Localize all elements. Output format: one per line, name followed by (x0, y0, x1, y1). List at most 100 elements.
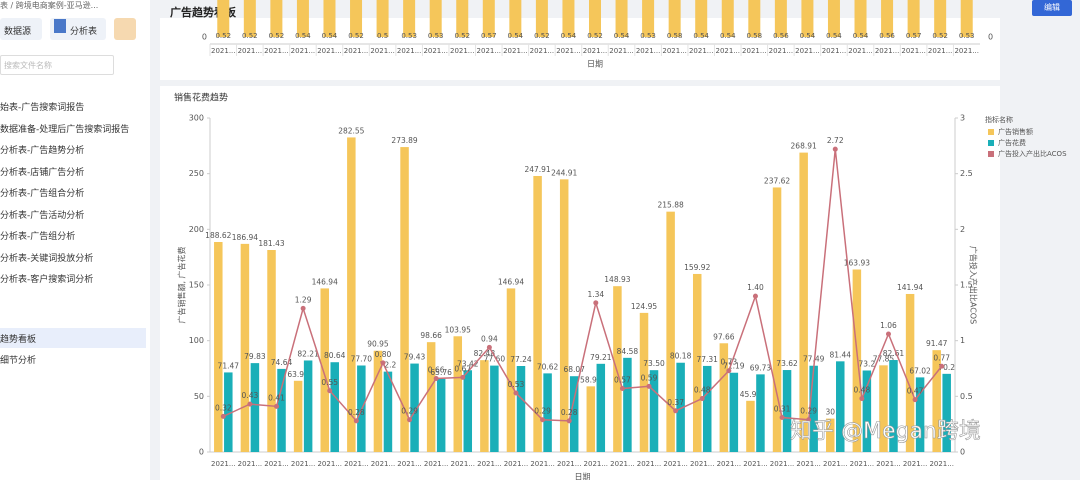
x-tick-label: 2021... (477, 460, 502, 468)
value-label: 77.85 (873, 354, 895, 363)
value-label: 0.32 (215, 403, 232, 412)
value-label: 0.29 (800, 407, 817, 416)
watermark: 知乎 @Megan跨境 (790, 419, 981, 444)
x-tick-label: 2021... (690, 460, 715, 468)
y2-tick-label: 3 (960, 114, 965, 123)
menu-item[interactable]: 始表-广告搜索词报告 (0, 103, 85, 113)
x-tick-label: 2021... (370, 47, 395, 55)
value-label: 0.29 (401, 407, 418, 416)
bar (613, 286, 622, 452)
x-tick-label: 2021... (584, 460, 609, 468)
value-label: 0.41 (268, 393, 285, 402)
y-tick-label: 100 (189, 336, 204, 345)
point (353, 418, 359, 424)
x-tick-label: 2021... (609, 47, 634, 55)
icon[interactable] (114, 18, 136, 40)
point (460, 374, 466, 380)
y2-tick-label: 0 (988, 33, 993, 42)
bar (516, 366, 526, 452)
value-label: 73.62 (776, 359, 798, 368)
value-label: 0.53 (428, 32, 444, 40)
value-label: 0.57 (614, 376, 631, 385)
y2-tick-label: 1.5 (960, 281, 973, 290)
value-label: 73.2 (859, 360, 876, 369)
x-tick-label: 2021... (264, 47, 289, 55)
menu-item[interactable]: 分析表-广告组合分析 (0, 189, 85, 199)
value-label: 0.52 (215, 32, 231, 40)
point (779, 414, 785, 420)
bar (589, 0, 601, 38)
menu-item[interactable]: 细节分析 (0, 356, 37, 366)
btn[interactable]: 分析表 (50, 18, 106, 40)
value-label: 0.73 (720, 358, 737, 367)
value-label: 79.83 (244, 352, 266, 361)
y-tick-label: 200 (189, 225, 204, 234)
value-label: 0.77 (933, 353, 950, 362)
menu-item[interactable]: 数据准备-处理后广告搜索词报告 (0, 124, 130, 135)
value-label: 0.54 (693, 32, 709, 40)
x-tick-label: 2021... (371, 460, 396, 468)
sidebar: 表 / 跨境电商案例-亚马逊... 数据源 分析表 搜索文件名称 始表-广告搜索… (0, 0, 150, 480)
x-tick-label: 2021... (954, 47, 979, 55)
bar (320, 288, 329, 452)
value-label: 68.07 (563, 365, 585, 374)
x-tick-label: 2021... (583, 47, 608, 55)
bar (729, 372, 739, 452)
menu-item[interactable]: 分析表-客户搜索词分析 (0, 275, 94, 285)
menu-item[interactable]: 分析表-广告组分析 (0, 232, 76, 242)
edit-button[interactable]: 编辑 (1032, 0, 1072, 16)
menu-item[interactable]: 趋势看板 (0, 335, 37, 345)
x-tick-label: 2021... (770, 460, 795, 468)
value-label: 73.42 (457, 359, 479, 368)
bar (224, 372, 233, 452)
bar (668, 0, 681, 37)
bar (695, 0, 708, 37)
bar (649, 370, 659, 452)
legend-label: 广告投入产出比ACOS (998, 149, 1067, 158)
bar (666, 211, 675, 452)
bar (214, 242, 223, 452)
value-label: 69.73 (750, 363, 772, 372)
bar (243, 0, 256, 38)
x-tick-label: 2021... (238, 460, 263, 468)
menu-item[interactable]: 分析表-广告活动分析 (0, 210, 85, 221)
y-tick-label: 50 (194, 392, 204, 401)
value-label: 58.97 (580, 375, 602, 384)
point (220, 413, 226, 419)
chart-title: 销售花费趋势 (174, 92, 228, 104)
x-tick-label: 2021... (929, 460, 954, 468)
bar (746, 400, 755, 452)
x-tick-label: 2021... (238, 47, 263, 55)
btn[interactable]: 数据源 (0, 18, 42, 40)
edit-text: 编辑 (1044, 3, 1060, 12)
value-label: 90.95 (367, 340, 389, 349)
menu-item[interactable]: 分析表-店铺广告分析 (0, 167, 85, 178)
value-label: 124.95 (631, 302, 657, 311)
value-label: 82.21 (297, 349, 319, 358)
x-tick-label: 2021... (742, 47, 767, 55)
menu-item[interactable]: 分析表-关键词投放分析 (0, 253, 94, 264)
search[interactable]: 搜索文件名称 (0, 55, 114, 75)
bar (639, 312, 649, 452)
bar (240, 243, 250, 452)
legend-label: 广告花费 (998, 138, 1026, 147)
bar (410, 363, 419, 452)
x-tick-label: 2021... (344, 47, 369, 55)
value-label: 72.2 (380, 361, 397, 370)
bar (270, 0, 283, 38)
x-tick-label: 2021... (344, 460, 369, 468)
bar (217, 0, 230, 38)
value-label: 188.62 (205, 231, 231, 240)
x-tick-label: 2021... (662, 47, 687, 55)
value-label: 0.52 (454, 32, 470, 40)
value-label: 159.92 (684, 263, 710, 272)
bar (905, 293, 915, 452)
point (540, 417, 546, 423)
value-label: 0.59 (641, 373, 658, 382)
value-label: 0.54 (800, 32, 816, 40)
value-label: 98.66 (420, 331, 442, 340)
bar (799, 152, 808, 453)
x-axis-label: 日期 (575, 473, 591, 480)
menu-item[interactable]: 分析表-广告趋势分析 (0, 146, 85, 156)
x-tick-label: 2021... (823, 460, 848, 468)
